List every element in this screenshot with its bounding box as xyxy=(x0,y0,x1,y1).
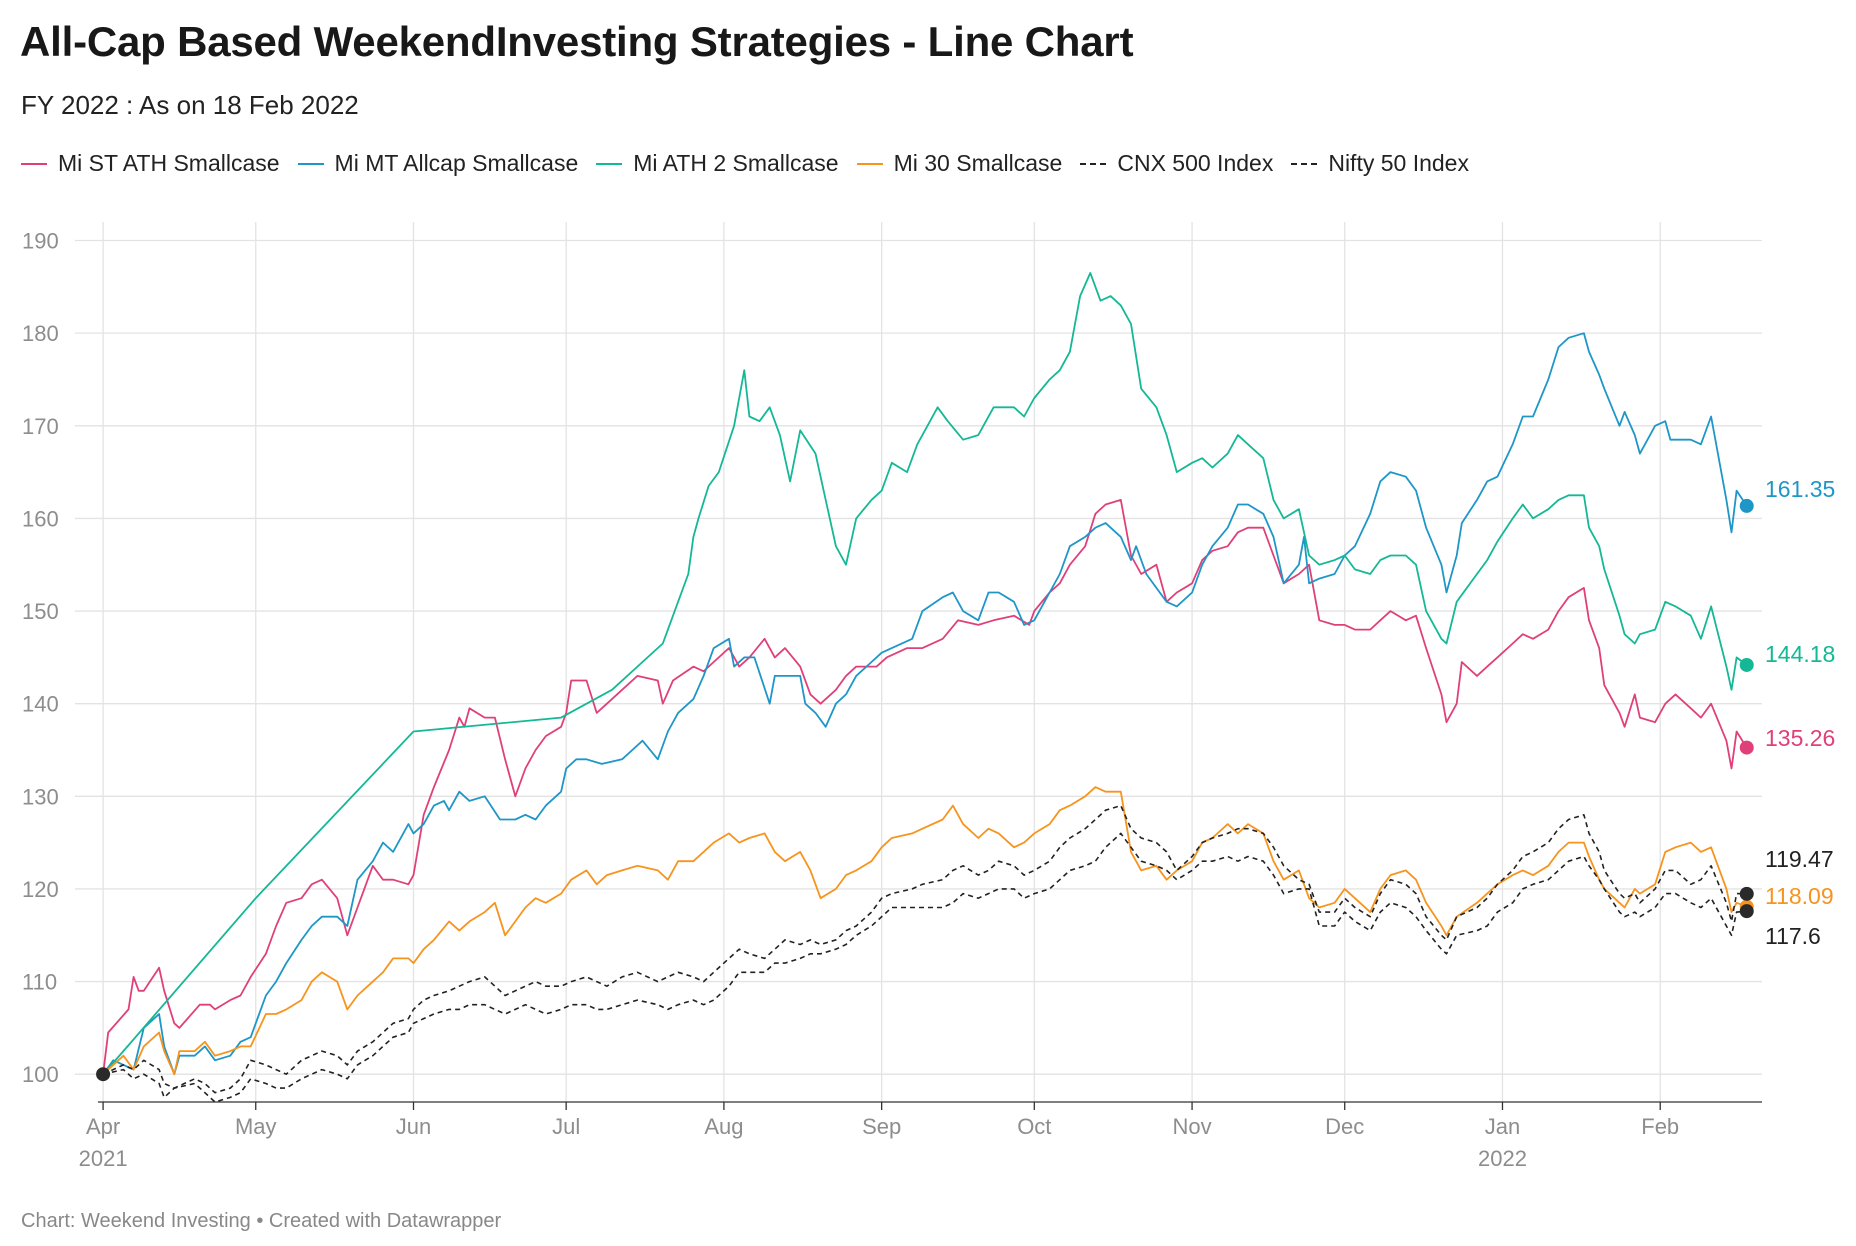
x-tick-year-label: 2021 xyxy=(79,1146,128,1171)
x-tick-label: Jan xyxy=(1485,1114,1520,1139)
legend-label: Mi ST ATH Smallcase xyxy=(58,150,280,176)
chart-legend: Mi ST ATH Smallcase Mi MT Allcap Smallcas… xyxy=(21,150,1487,177)
legend-swatch xyxy=(1080,162,1107,165)
page-title: All-Cap Based WeekendInvesting Strategie… xyxy=(20,18,1134,65)
series-start-point xyxy=(96,1067,111,1082)
x-tick-year-label: 2022 xyxy=(1478,1146,1527,1171)
x-tick-label: Sep xyxy=(862,1114,901,1139)
series-end-point xyxy=(1739,740,1754,755)
series-end-point xyxy=(1739,498,1754,513)
legend-item: Mi ATH 2 Smallcase xyxy=(596,150,839,177)
legend-swatch xyxy=(1291,162,1318,165)
x-tick-label: Nov xyxy=(1173,1114,1212,1139)
series-line xyxy=(102,832,1747,1103)
y-tick-label: 110 xyxy=(22,970,57,995)
series-line xyxy=(102,786,1748,1076)
x-tick-label: Feb xyxy=(1641,1114,1679,1139)
legend-label: Mi MT Allcap Smallcase xyxy=(334,150,579,176)
legend-item: Mi ST ATH Smallcase xyxy=(21,150,280,177)
y-tick-label: 130 xyxy=(22,784,59,809)
y-tick-label: 120 xyxy=(22,877,59,902)
x-tick-label: Jul xyxy=(552,1114,580,1139)
y-tick-label: 190 xyxy=(22,229,59,254)
series-line xyxy=(102,272,1748,1075)
x-tick-label: Oct xyxy=(1017,1114,1051,1139)
series-end-label: 135.26 xyxy=(1765,725,1835,751)
legend-item: Mi 30 Smallcase xyxy=(856,150,1063,177)
series-line xyxy=(102,804,1747,1094)
x-tick-label: May xyxy=(235,1114,277,1139)
series-line xyxy=(102,499,1748,1075)
x-tick-label: Apr xyxy=(86,1114,120,1139)
y-tick-label: 100 xyxy=(22,1062,59,1087)
y-tick-label: 170 xyxy=(22,414,59,439)
x-tick-label: Jun xyxy=(396,1114,431,1139)
legend-label: Mi 30 Smallcase xyxy=(893,150,1063,176)
chart-footer: Chart: Weekend Investing • Created with … xyxy=(21,1210,502,1232)
series-end-label: 144.18 xyxy=(1765,641,1835,667)
x-tick-label: Dec xyxy=(1325,1114,1364,1139)
y-tick-label: 150 xyxy=(22,599,59,624)
x-tick-label: Aug xyxy=(704,1114,743,1139)
page-subtitle: FY 2022 : As on 18 Feb 2022 xyxy=(21,90,359,120)
series-end-label: 119.47 xyxy=(1765,846,1834,872)
legend-label: Mi ATH 2 Smallcase xyxy=(633,150,839,176)
series-end-label: 118.09 xyxy=(1765,883,1834,909)
legend-swatch xyxy=(21,162,47,165)
series-end-label: 117.6 xyxy=(1765,923,1821,949)
legend-label: Nifty 50 Index xyxy=(1328,150,1469,176)
legend-item: Nifty 50 Index xyxy=(1291,150,1469,177)
legend-swatch xyxy=(856,162,883,165)
series-end-point xyxy=(1739,657,1754,672)
line-chart: 100 110 120 130 140 150 160 170 180 190 Apr 2021 May… xyxy=(22,222,1835,1171)
series-end-label: 161.35 xyxy=(1765,476,1835,502)
series-end-point xyxy=(1739,904,1754,919)
y-tick-label: 180 xyxy=(22,321,59,346)
series-line xyxy=(102,332,1748,1076)
legend-label: CNX 500 Index xyxy=(1117,150,1274,176)
y-tick-label: 140 xyxy=(22,692,59,717)
series-end-point xyxy=(1739,886,1754,901)
legend-swatch xyxy=(297,162,324,165)
y-tick-label: 160 xyxy=(22,506,59,531)
legend-swatch xyxy=(596,162,623,165)
legend-item: CNX 500 Index xyxy=(1080,150,1273,177)
legend-item: Mi MT Allcap Smallcase xyxy=(297,150,579,177)
